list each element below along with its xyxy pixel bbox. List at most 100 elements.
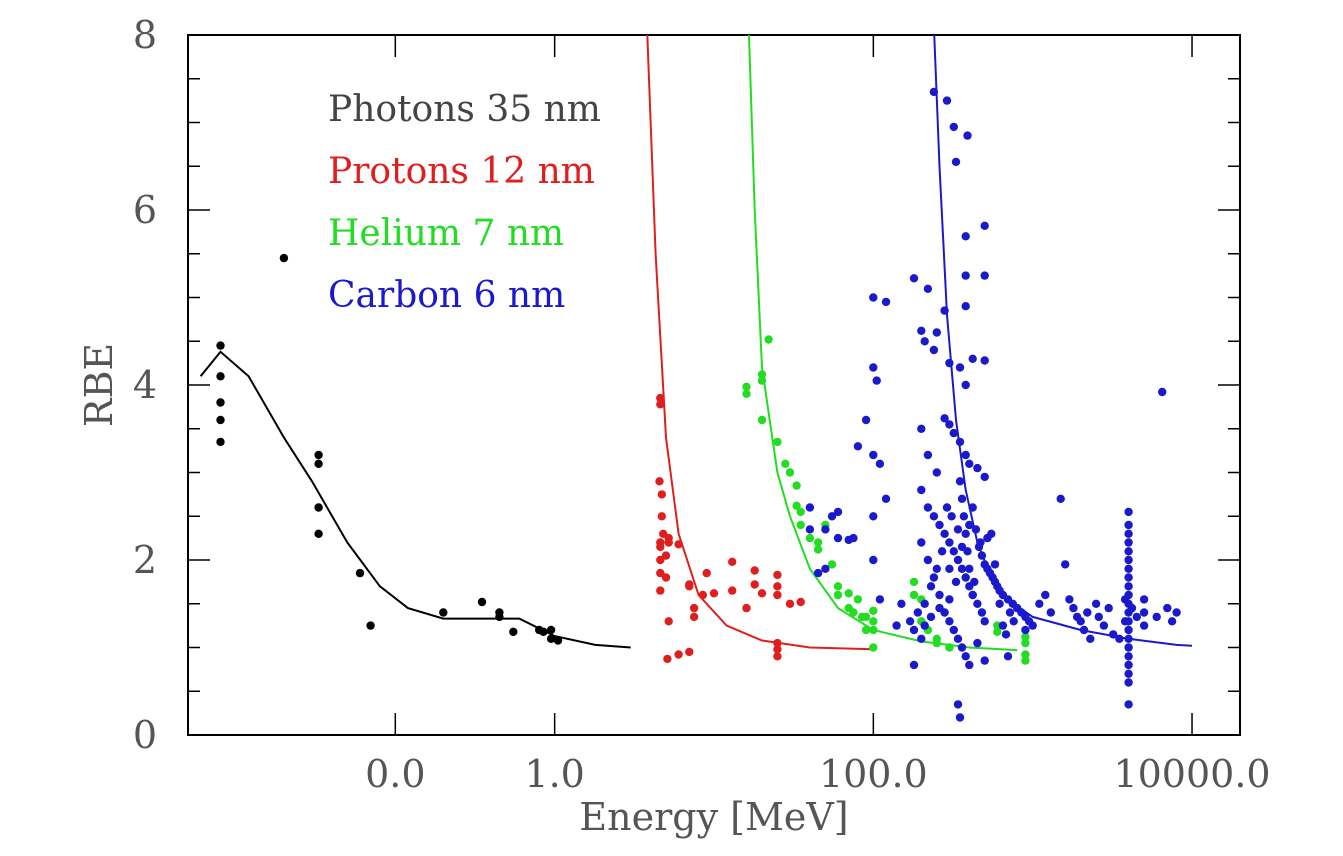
data-point bbox=[909, 625, 919, 635]
data-point bbox=[1041, 590, 1050, 600]
data-point bbox=[1076, 617, 1085, 626]
data-point bbox=[961, 450, 970, 460]
data-point bbox=[920, 621, 929, 630]
data-point bbox=[980, 617, 989, 626]
data-point bbox=[689, 612, 699, 622]
y-axis-title: RBE bbox=[77, 343, 121, 427]
data-points bbox=[216, 87, 1181, 722]
data-point bbox=[987, 529, 996, 538]
data-point bbox=[971, 525, 981, 534]
data-point bbox=[1124, 634, 1133, 643]
data-point bbox=[757, 415, 767, 425]
data-point bbox=[909, 660, 919, 670]
data-point bbox=[973, 638, 982, 648]
data-point bbox=[940, 414, 949, 423]
data-point bbox=[1021, 625, 1030, 635]
data-point bbox=[1124, 625, 1133, 635]
data-point bbox=[656, 568, 665, 578]
fit-curve bbox=[933, 35, 1193, 647]
data-point bbox=[657, 490, 666, 499]
data-point bbox=[955, 437, 965, 447]
data-point bbox=[973, 463, 982, 473]
data-point bbox=[980, 271, 989, 280]
data-point bbox=[1124, 507, 1133, 517]
legend-entry: Carbon 6 nm bbox=[328, 275, 565, 316]
data-point bbox=[869, 606, 878, 615]
data-point bbox=[757, 376, 767, 385]
data-point bbox=[869, 293, 878, 302]
data-point bbox=[951, 157, 961, 167]
data-point bbox=[965, 564, 974, 573]
data-point bbox=[968, 503, 977, 512]
data-point bbox=[656, 393, 665, 403]
data-point bbox=[1124, 617, 1133, 626]
data-point bbox=[995, 599, 1004, 608]
data-point bbox=[869, 450, 878, 460]
data-point bbox=[923, 555, 933, 565]
data-point bbox=[366, 621, 375, 630]
data-point bbox=[1094, 612, 1104, 622]
data-point bbox=[869, 643, 878, 652]
data-point bbox=[973, 599, 982, 608]
data-point bbox=[923, 284, 933, 293]
data-point bbox=[869, 625, 878, 635]
data-point bbox=[917, 634, 926, 643]
data-point bbox=[998, 621, 1008, 630]
data-point bbox=[773, 437, 782, 447]
data-point bbox=[929, 87, 939, 97]
data-point bbox=[929, 512, 939, 521]
legend-entry: Protons 12 nm bbox=[328, 151, 595, 192]
data-point bbox=[1132, 612, 1142, 622]
data-point bbox=[495, 612, 504, 622]
data-point bbox=[1021, 638, 1030, 648]
data-point bbox=[920, 337, 929, 346]
data-point bbox=[909, 274, 919, 283]
data-point bbox=[909, 590, 919, 600]
data-point bbox=[990, 560, 1000, 569]
data-point bbox=[1124, 669, 1133, 678]
data-point bbox=[935, 590, 944, 600]
data-point bbox=[1091, 599, 1101, 608]
data-point bbox=[968, 590, 977, 600]
data-point bbox=[953, 634, 963, 643]
data-point bbox=[920, 599, 929, 608]
data-point bbox=[796, 507, 805, 517]
data-point bbox=[750, 580, 759, 589]
data-point bbox=[1139, 621, 1149, 630]
data-point bbox=[685, 647, 694, 657]
data-point bbox=[1124, 538, 1133, 547]
data-point bbox=[869, 617, 878, 626]
data-point bbox=[773, 652, 782, 661]
data-point bbox=[1127, 603, 1137, 613]
data-point bbox=[656, 586, 665, 595]
data-point bbox=[963, 131, 972, 140]
data-point bbox=[905, 617, 915, 626]
data-point bbox=[957, 564, 967, 573]
data-point bbox=[980, 221, 989, 230]
data-point bbox=[869, 363, 878, 372]
data-point bbox=[937, 547, 947, 556]
data-point bbox=[965, 520, 974, 530]
data-point bbox=[813, 545, 823, 554]
data-point bbox=[1079, 625, 1089, 635]
data-point bbox=[833, 507, 843, 517]
data-point bbox=[821, 564, 830, 573]
data-point bbox=[656, 542, 665, 552]
data-point bbox=[1139, 595, 1149, 604]
axis-ticks bbox=[188, 34, 1240, 736]
y-tick-labels: 0 2 4 6 8 bbox=[133, 13, 157, 757]
data-point bbox=[792, 501, 801, 510]
data-point bbox=[913, 608, 922, 617]
data-point bbox=[785, 468, 795, 477]
data-point bbox=[923, 450, 933, 460]
data-point bbox=[674, 650, 683, 659]
data-point bbox=[861, 415, 871, 425]
data-point bbox=[945, 538, 954, 547]
data-point bbox=[1139, 608, 1149, 617]
data-point bbox=[1124, 660, 1133, 670]
data-point bbox=[827, 512, 837, 521]
data-point bbox=[1152, 612, 1161, 622]
data-point bbox=[757, 589, 767, 598]
data-point bbox=[942, 503, 952, 512]
data-point bbox=[869, 555, 878, 565]
